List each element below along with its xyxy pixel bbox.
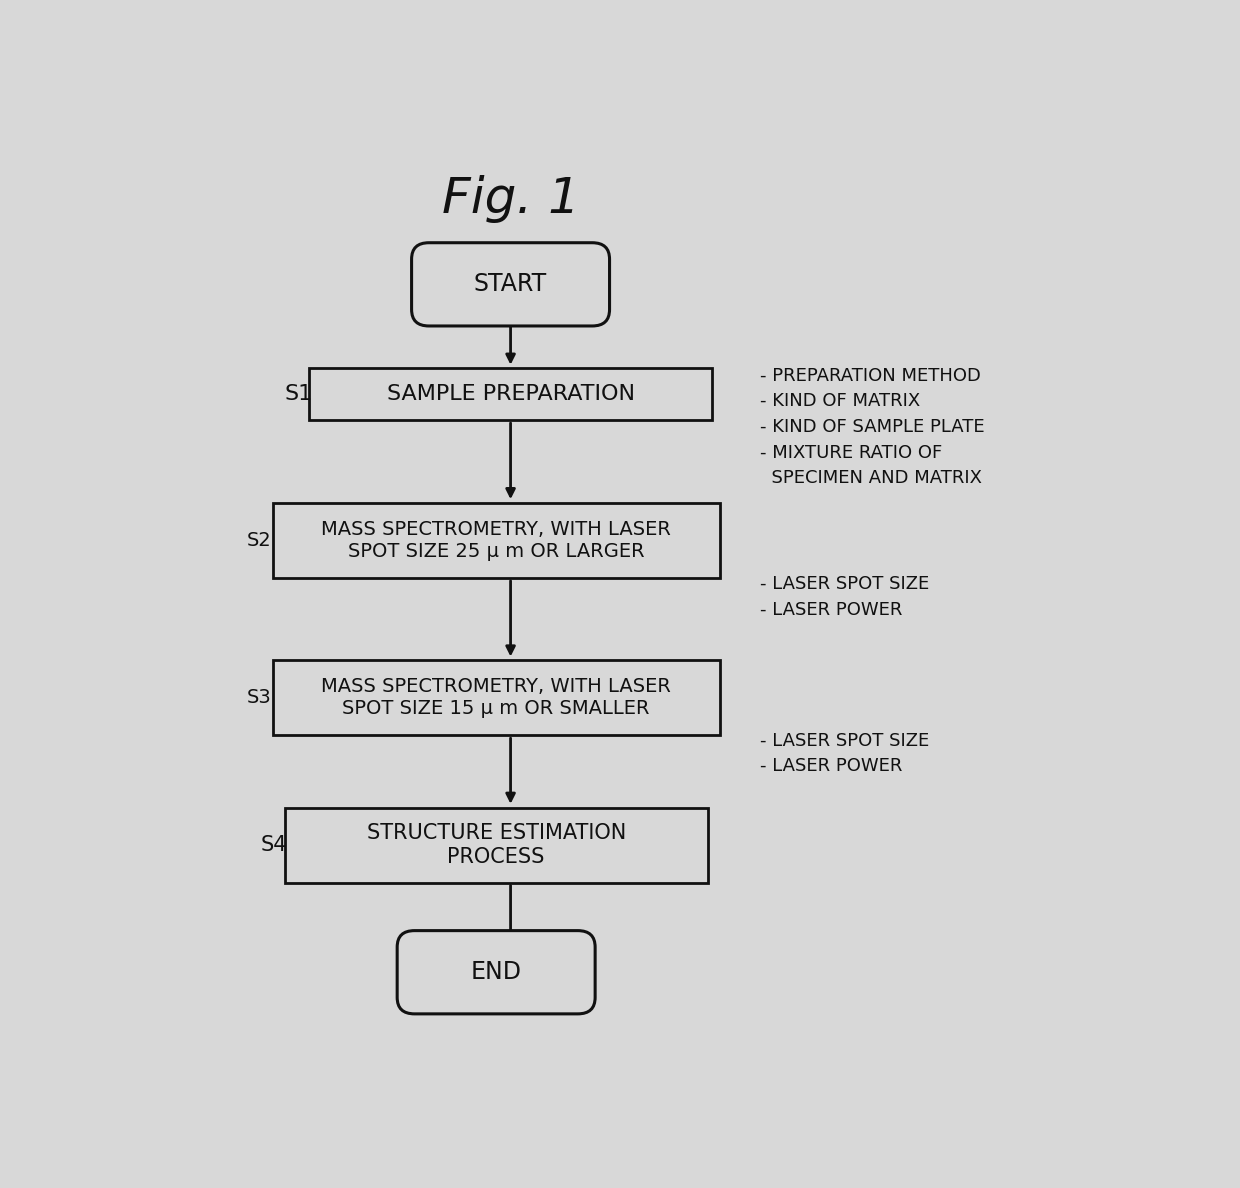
Text: S4: S4 [260, 835, 288, 855]
Text: S2: S2 [247, 531, 272, 550]
Text: Fig. 1: Fig. 1 [441, 175, 579, 222]
FancyBboxPatch shape [397, 930, 595, 1013]
Text: - PREPARATION METHOD
- KIND OF MATRIX
- KIND OF SAMPLE PLATE
- MIXTURE RATIO OF
: - PREPARATION METHOD - KIND OF MATRIX - … [760, 367, 985, 487]
FancyBboxPatch shape [273, 661, 719, 735]
Text: SAMPLE PREPARATION: SAMPLE PREPARATION [387, 384, 635, 404]
FancyBboxPatch shape [412, 242, 610, 326]
Text: START: START [474, 272, 547, 296]
Text: S3: S3 [247, 688, 272, 707]
Text: - LASER SPOT SIZE
- LASER POWER: - LASER SPOT SIZE - LASER POWER [760, 732, 930, 776]
Text: S1: S1 [285, 384, 312, 404]
Text: MASS SPECTROMETRY, WITH LASER
SPOT SIZE 25 μ m OR LARGER: MASS SPECTROMETRY, WITH LASER SPOT SIZE … [321, 520, 671, 561]
Text: MASS SPECTROMETRY, WITH LASER
SPOT SIZE 15 μ m OR SMALLER: MASS SPECTROMETRY, WITH LASER SPOT SIZE … [321, 677, 671, 719]
FancyBboxPatch shape [273, 503, 719, 579]
Text: STRUCTURE ESTIMATION
PROCESS: STRUCTURE ESTIMATION PROCESS [367, 823, 626, 867]
FancyBboxPatch shape [285, 808, 708, 883]
FancyBboxPatch shape [309, 368, 712, 421]
Text: END: END [471, 960, 522, 984]
Text: - LASER SPOT SIZE
- LASER POWER: - LASER SPOT SIZE - LASER POWER [760, 575, 930, 619]
